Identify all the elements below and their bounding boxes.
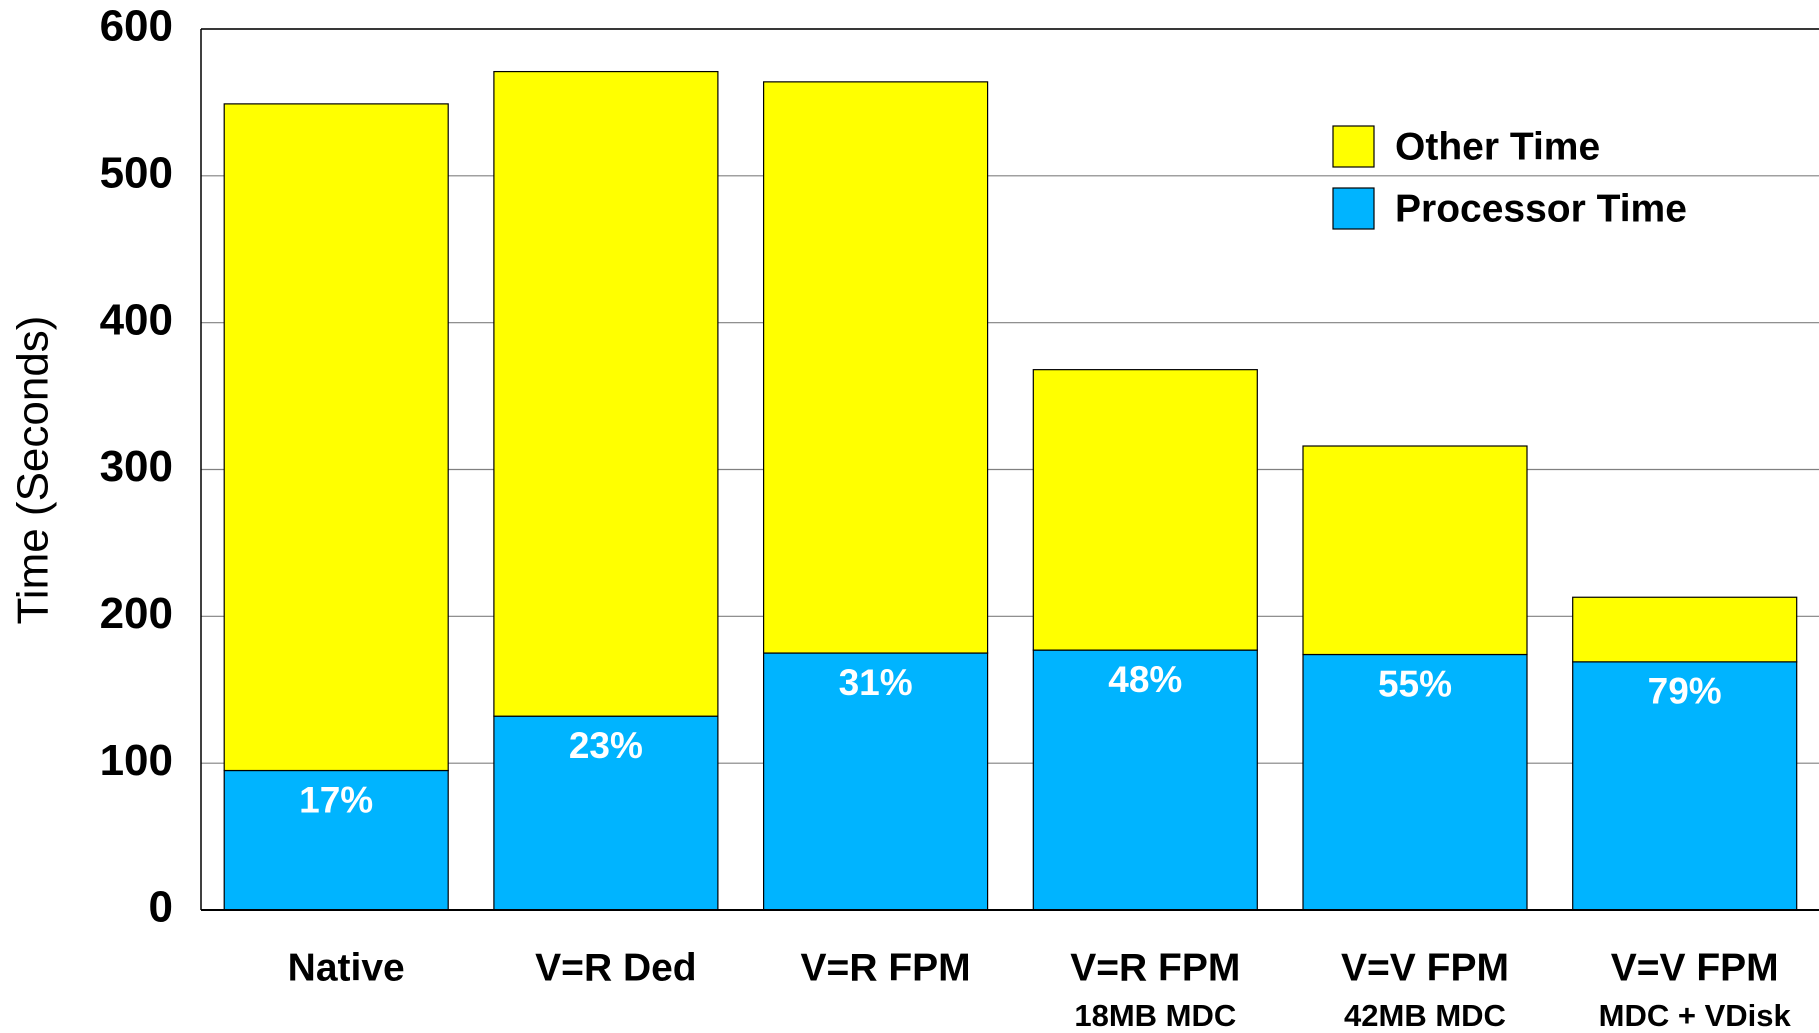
bar-segment [493, 70, 719, 717]
x-tick-label: V=V FPM [1341, 946, 1509, 989]
bar-segment [493, 715, 719, 911]
x-tick-sublabel: 18MB MDC [1074, 998, 1236, 1033]
y-tick-label: 100 [100, 736, 173, 785]
share-label: 55% [1378, 663, 1452, 704]
legend-swatch [1332, 125, 1375, 168]
bar-segment [1572, 596, 1798, 663]
x-tick-sublabel: MDC + VDisk [1599, 998, 1792, 1033]
legend-label: Other Time [1395, 125, 1600, 168]
x-tick-label: V=R FPM [1070, 946, 1240, 989]
bar-segment [1032, 649, 1258, 911]
bar-segment [762, 81, 989, 654]
y-tick-label: 600 [100, 2, 173, 51]
x-tick-label: V=R Ded [535, 946, 696, 989]
share-label: 17% [299, 779, 373, 820]
bar-segment [223, 103, 449, 772]
y-tick-label: 0 [149, 883, 173, 932]
legend-swatch [1332, 187, 1375, 230]
share-label: 79% [1648, 671, 1722, 712]
y-axis-title: Time (Seconds) [9, 316, 58, 625]
share-label: 31% [839, 662, 913, 703]
share-label: 48% [1108, 659, 1182, 700]
bar-segment [223, 769, 449, 911]
x-tick-sublabel: 42MB MDC [1344, 998, 1506, 1033]
y-tick-label: 500 [100, 148, 173, 197]
x-tick-label: Native [288, 946, 405, 989]
y-tick-label: 300 [100, 442, 173, 491]
y-tick-label: 400 [100, 295, 173, 344]
x-tick-label: V=V FPM [1611, 946, 1779, 989]
bar-segment [1572, 661, 1798, 911]
bar-segment [1302, 445, 1528, 656]
share-label: 23% [569, 725, 643, 766]
x-tick-label: V=R FPM [801, 946, 971, 989]
bar-segment [1032, 369, 1258, 651]
y-tick-label: 200 [100, 589, 173, 638]
legend-label: Processor Time [1395, 187, 1687, 230]
